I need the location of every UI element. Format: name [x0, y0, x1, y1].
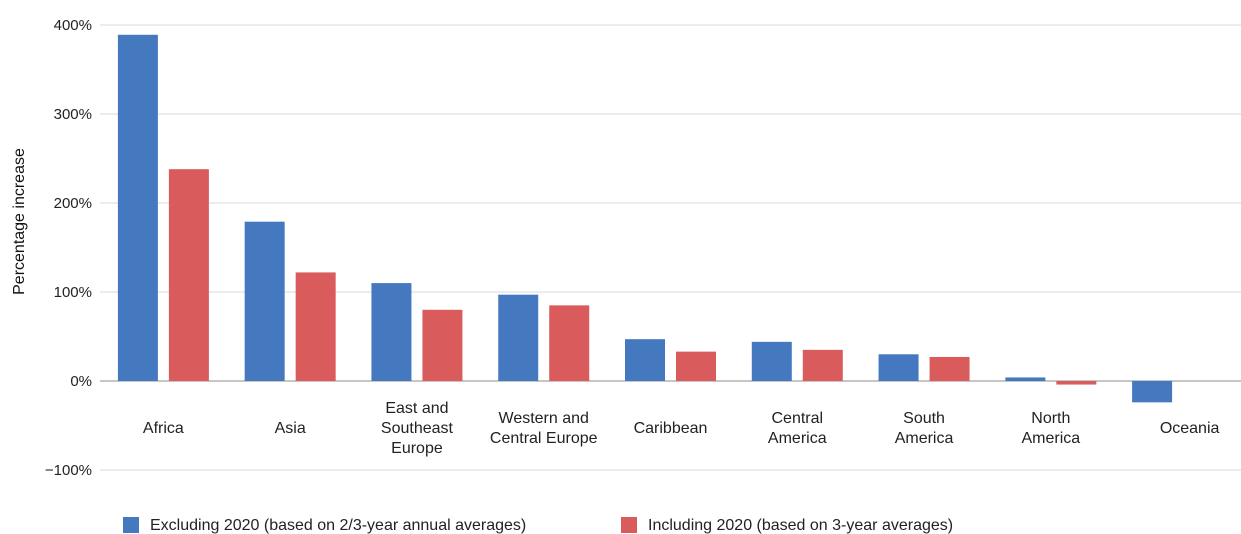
category-label: South America	[895, 410, 954, 447]
category-label-line: Central	[771, 410, 823, 427]
category-label-line: Southeast	[381, 420, 454, 437]
bar-including-2020	[422, 309, 463, 381]
category-label-line: South	[903, 410, 945, 427]
legend: Excluding 2020 (based on 2/3-year annual…	[123, 517, 953, 534]
category-label-line: North	[1031, 410, 1070, 427]
bar-excluding-2020	[625, 339, 665, 381]
category-labels: Africa Asia East and Southeast Europe Western…	[143, 400, 1220, 457]
bar-excluding-2020	[244, 221, 285, 381]
category-label-line: Caribbean	[634, 420, 708, 437]
y-axis-ticks: 400% 300% 200% 100% 0% −100%	[45, 17, 92, 479]
bar-including-2020	[1056, 381, 1097, 385]
bar-excluding-2020	[117, 34, 158, 381]
legend-label: Excluding 2020 (based on 2/3-year annual…	[150, 517, 526, 534]
bar-including-2020	[676, 351, 716, 381]
bar-excluding-2020	[1005, 377, 1046, 381]
category-label: Asia	[275, 420, 306, 437]
y-tick-label: −100%	[45, 462, 92, 479]
y-tick-label: 100%	[54, 284, 92, 301]
y-tick-label: 200%	[54, 195, 92, 212]
category-label-line: Oceania	[1160, 420, 1220, 437]
category-label: Western and Central Europe	[490, 410, 598, 447]
bar-including-2020	[802, 349, 843, 381]
bar-excluding-2020	[751, 341, 792, 381]
bar-excluding-2020	[371, 283, 412, 381]
category-label-line: Asia	[275, 420, 306, 437]
category-label-line: America	[1021, 430, 1080, 447]
category-label-line: Europe	[391, 440, 443, 457]
bar-including-2020	[295, 272, 336, 381]
category-label: Caribbean	[634, 420, 708, 437]
y-axis-label: Percentage increase	[11, 148, 28, 295]
category-label-line: Africa	[143, 420, 184, 437]
category-label-line: America	[895, 430, 954, 447]
bar-excluding-2020	[498, 294, 539, 381]
category-label: Oceania	[1160, 420, 1220, 437]
category-label: North America	[1021, 410, 1080, 447]
category-label: Africa	[143, 420, 184, 437]
bar-including-2020	[929, 356, 970, 381]
category-label: Central America	[768, 410, 827, 447]
bar-excluding-2020	[1132, 381, 1173, 403]
bar-including-2020	[549, 305, 590, 381]
category-label-line: America	[768, 430, 827, 447]
y-tick-label: 0%	[70, 373, 92, 390]
y-tick-label: 400%	[54, 17, 92, 34]
bar-including-2020	[168, 169, 209, 381]
category-label-line: Central Europe	[490, 430, 598, 447]
y-tick-label: 300%	[54, 106, 92, 123]
bar-excluding-2020	[878, 354, 919, 381]
category-label: East and Southeast Europe	[381, 400, 454, 457]
legend-swatch	[123, 517, 139, 533]
legend-label: Including 2020 (based on 3-year averages…	[648, 517, 953, 534]
bars	[117, 34, 1173, 403]
gridlines	[100, 24, 1241, 471]
legend-swatch	[621, 517, 637, 533]
category-label-line: Western and	[499, 410, 589, 427]
category-label-line: East and	[385, 400, 448, 417]
